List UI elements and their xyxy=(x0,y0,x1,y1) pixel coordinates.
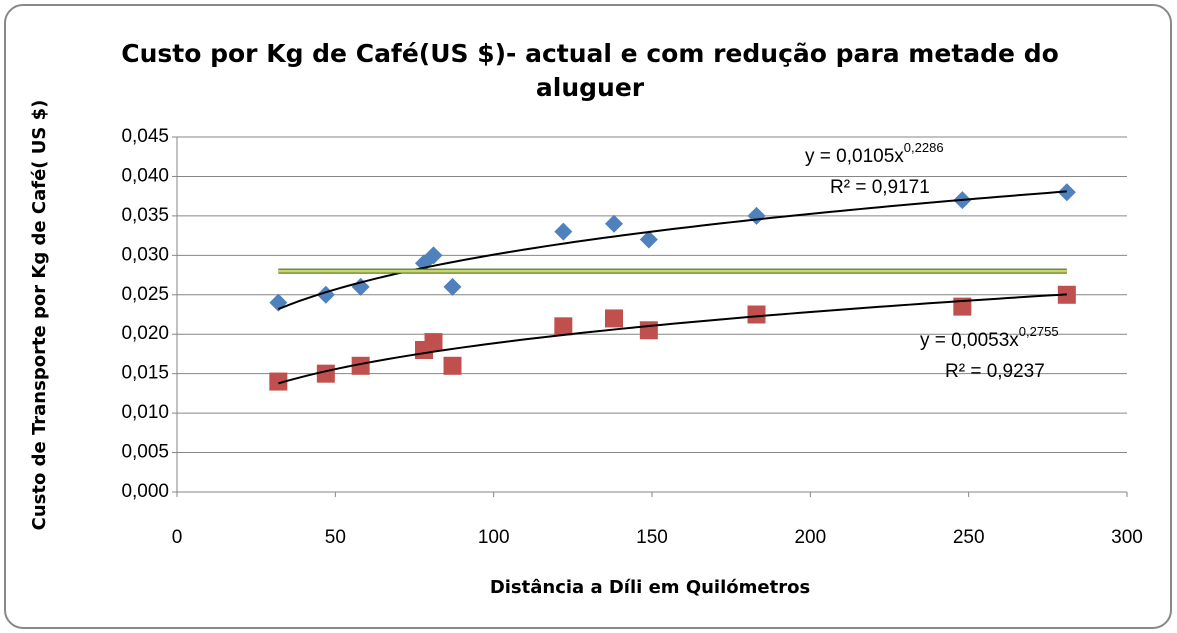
y-tick-label: 0,020 xyxy=(121,323,169,344)
x-tick-label: 250 xyxy=(953,527,985,548)
point xyxy=(747,305,766,324)
y-tick-label: 0,045 xyxy=(121,126,169,147)
y-tick-label: 0,040 xyxy=(121,165,169,186)
y-tick-label: 0,025 xyxy=(121,284,169,305)
trendline-r2: R² = 0,9171 xyxy=(830,177,930,198)
chart-frame xyxy=(4,4,1172,629)
chart-title: Custo por Kg de Café(US $)- actual e com… xyxy=(121,39,1059,68)
equation-exponent: 0,2755 xyxy=(1019,324,1059,339)
point xyxy=(269,372,288,391)
y-tick-label: 0,035 xyxy=(121,205,169,226)
point xyxy=(639,321,658,340)
point xyxy=(351,277,370,296)
point xyxy=(605,309,623,328)
equation-text: y = 0,0053x xyxy=(920,330,1019,351)
equation-exponent: 0,2286 xyxy=(904,140,944,155)
x-tick-label: 0 xyxy=(172,527,183,548)
trendline-equation: y = 0,0053x0,2755 xyxy=(920,324,1059,351)
x-tick-label: 50 xyxy=(325,527,346,548)
point xyxy=(443,277,462,296)
trendline xyxy=(278,293,1067,385)
point xyxy=(443,356,462,375)
point xyxy=(605,214,623,233)
y-axis-label: Custo de Transporte por Kg de Café( US $… xyxy=(29,100,50,531)
point xyxy=(351,356,370,375)
y-tick-label: 0,030 xyxy=(121,244,169,265)
equation-text: y = 0,0105x xyxy=(805,146,904,167)
y-tick-label: 0,000 xyxy=(121,481,169,502)
trendline-equation: y = 0,0105x0,2286 xyxy=(805,140,944,167)
chart-title: aluguer xyxy=(536,73,645,102)
x-tick-label: 150 xyxy=(636,527,668,548)
point xyxy=(316,364,335,383)
point xyxy=(639,230,658,249)
point xyxy=(554,222,573,241)
x-axis-label: Distância a Díli em Quilómetros xyxy=(490,577,810,598)
x-tick-label: 200 xyxy=(794,527,826,548)
x-tick-label: 100 xyxy=(478,527,510,548)
point xyxy=(424,333,443,352)
x-tick-label: 300 xyxy=(1111,527,1143,548)
trendline-r2: R² = 0,9237 xyxy=(945,361,1045,382)
y-tick-label: 0,015 xyxy=(121,363,169,384)
point xyxy=(554,317,573,336)
y-tick-label: 0,010 xyxy=(121,402,169,423)
y-tick-label: 0,005 xyxy=(121,442,169,463)
point xyxy=(424,246,443,265)
